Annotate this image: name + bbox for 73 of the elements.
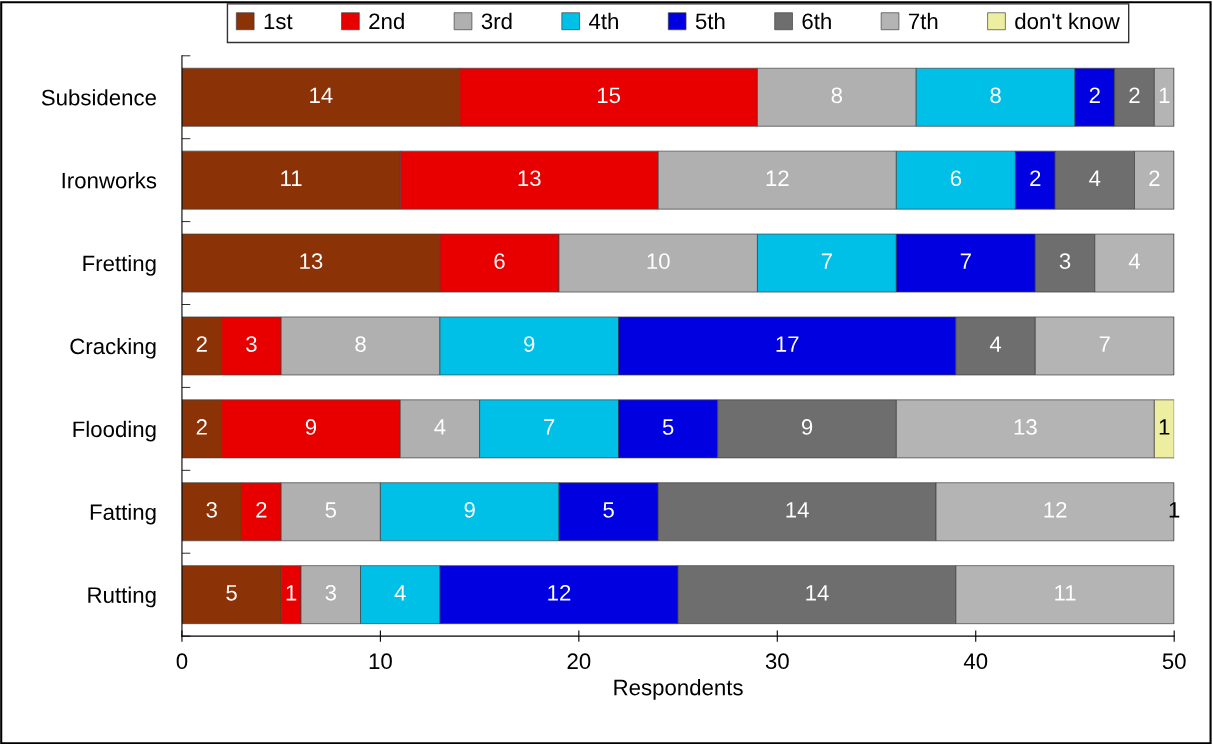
legend-label: 7th [908,12,938,30]
data-label: 4 [1089,170,1101,186]
y-tick-label: Fretting [83,255,156,276]
annotation: 1 [1169,502,1180,518]
data-label: 3 [1059,253,1071,270]
data-label: 11 [281,170,302,186]
x-tick-label: 40 [963,653,988,670]
data-label: 7 [1099,336,1110,352]
data-label: 12 [548,584,571,601]
data-label: 7 [960,253,971,269]
legend-label: 1st [264,13,293,30]
data-label: 7 [544,419,555,435]
legend-label: 2nd [369,12,404,30]
x-tick-label: 10 [369,653,392,670]
data-label: 12 [1044,501,1067,518]
data-label: 4 [1128,253,1141,269]
data-label: 1 [1159,87,1170,103]
y-tick-label: Fatting [90,503,156,525]
data-label: 7 [821,253,832,269]
data-label: 5 [325,502,337,518]
data-label: 12 [766,170,789,186]
data-label: 1 [1159,419,1170,435]
data-label: 8 [355,336,366,352]
data-label: 6 [950,170,962,187]
x-tick-label: 30 [765,653,789,670]
data-label: 6 [494,253,505,270]
data-label: 14 [806,585,829,601]
data-label: 11 [1055,585,1076,601]
x-tick-label: 20 [567,653,591,670]
legend-label: don't know [1015,12,1120,30]
data-label: 8 [831,87,843,104]
data-label: 2 [256,501,267,518]
data-label: 5 [603,502,614,518]
y-tick-label: Ironworks [62,172,157,189]
data-label: 13 [518,170,541,187]
data-label: 4 [989,336,1002,352]
data-label: 9 [524,336,535,352]
data-label: 9 [305,419,317,435]
data-label: 2 [1030,170,1041,186]
legend-label: 6th [802,12,831,30]
legend-label: 5th [695,12,725,30]
data-label: 14 [310,87,333,103]
data-label: 9 [801,419,813,435]
data-label: 4 [434,419,446,435]
data-label: 5 [226,585,237,601]
x-axis-title: Respondents [614,679,743,700]
x-tick-label: 0 [176,653,188,670]
y-tick-label: Cracking [70,337,156,359]
legend-label: 3rd [481,12,512,30]
data-label: 2 [1129,87,1140,103]
data-label: 4 [394,585,406,601]
data-label: 10 [647,253,670,270]
data-label: 2 [196,336,207,352]
data-label: 8 [990,87,1001,104]
y-tick-label: Rutting [88,586,156,608]
data-label: 3 [246,336,257,352]
data-label: 13 [300,253,323,270]
legend-label: 4th [589,12,618,30]
data-label: 14 [786,502,809,518]
data-label: 3 [325,584,336,601]
data-label: 1 [286,585,297,601]
data-label: 2 [1089,87,1100,103]
data-label: 9 [464,501,475,518]
data-label: 17 [776,336,799,352]
data-label: 5 [662,419,674,435]
data-label: 2 [1149,170,1160,186]
x-tick-label: 50 [1162,653,1186,670]
data-label: 15 [597,87,621,104]
y-tick-label: Flooding [73,420,156,442]
data-label: 2 [196,419,207,435]
y-tick-label: Subsidence [41,89,156,106]
data-label: 13 [1014,419,1037,435]
data-label: 3 [206,501,217,518]
